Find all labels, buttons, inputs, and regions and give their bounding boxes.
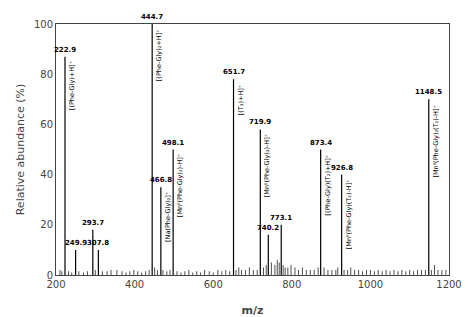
svg-text:926.8: 926.8 <box>331 164 353 172</box>
svg-text:100: 100 <box>34 19 53 30</box>
svg-text:[(Phe-Gly)(T₂)+H]⁺: [(Phe-Gly)(T₂)+H]⁺ <box>324 155 332 216</box>
svg-text:40: 40 <box>40 169 53 180</box>
svg-text:740.2: 740.2 <box>257 224 279 232</box>
svg-text:651.7: 651.7 <box>223 68 245 76</box>
svg-text:[(T₃)+H]⁺: [(T₃)+H]⁺ <box>237 85 245 116</box>
svg-text:800: 800 <box>282 279 301 290</box>
svg-text:600: 600 <box>204 279 223 290</box>
svg-text:[Mnᴵᴵ(Phe-Gly)(T₂)-H]⁺: [Mnᴵᴵ(Phe-Gly)(T₂)-H]⁺ <box>345 179 353 249</box>
svg-text:200: 200 <box>46 279 65 290</box>
svg-text:80: 80 <box>40 69 53 80</box>
svg-text:[Mnᴵᴵ(Phe-Gly)₂(T₂)-H]⁺: [Mnᴵᴵ(Phe-Gly)₂(T₂)-H]⁺ <box>432 105 440 178</box>
svg-text:773.1: 773.1 <box>270 214 292 222</box>
svg-text:1200: 1200 <box>436 279 461 290</box>
svg-text:400: 400 <box>125 279 144 290</box>
svg-text:[Mnᴵᴵ(Phe-Gly)₂)-H]⁺: [Mnᴵᴵ(Phe-Gly)₂)-H]⁺ <box>176 154 184 217</box>
svg-text:498.1: 498.1 <box>162 139 184 147</box>
svg-text:873.4: 873.4 <box>310 139 332 147</box>
svg-text:Relative abundance (%): Relative abundance (%) <box>14 84 27 216</box>
svg-text:[(Phe-Gly)₂+H]⁺: [(Phe-Gly)₂+H]⁺ <box>155 29 163 81</box>
svg-text:20: 20 <box>40 219 53 230</box>
svg-text:293.7: 293.7 <box>82 219 104 227</box>
svg-text:222.9: 222.9 <box>54 46 76 54</box>
svg-text:1000: 1000 <box>358 279 383 290</box>
svg-text:444.7: 444.7 <box>141 13 163 21</box>
svg-text:719.9: 719.9 <box>249 118 271 126</box>
svg-text:307.8: 307.8 <box>87 239 109 247</box>
svg-text:1148.5: 1148.5 <box>415 88 442 96</box>
svg-text:[Mnᴵᴵ(Phe-Gly)₃)-H]⁺: [Mnᴵᴵ(Phe-Gly)₃)-H]⁺ <box>263 134 271 197</box>
svg-text:0: 0 <box>47 270 53 281</box>
svg-text:[(Phe-Gly)+H]⁺: [(Phe-Gly)+H]⁺ <box>68 61 76 110</box>
svg-text:466.8: 466.8 <box>150 176 172 184</box>
svg-text:249.9: 249.9 <box>65 239 87 247</box>
svg-text:m/z: m/z <box>242 304 264 317</box>
svg-text:60: 60 <box>40 119 53 130</box>
svg-text:[Na(Phe-Gly)₂]⁺: [Na(Phe-Gly)₂]⁺ <box>164 192 172 242</box>
